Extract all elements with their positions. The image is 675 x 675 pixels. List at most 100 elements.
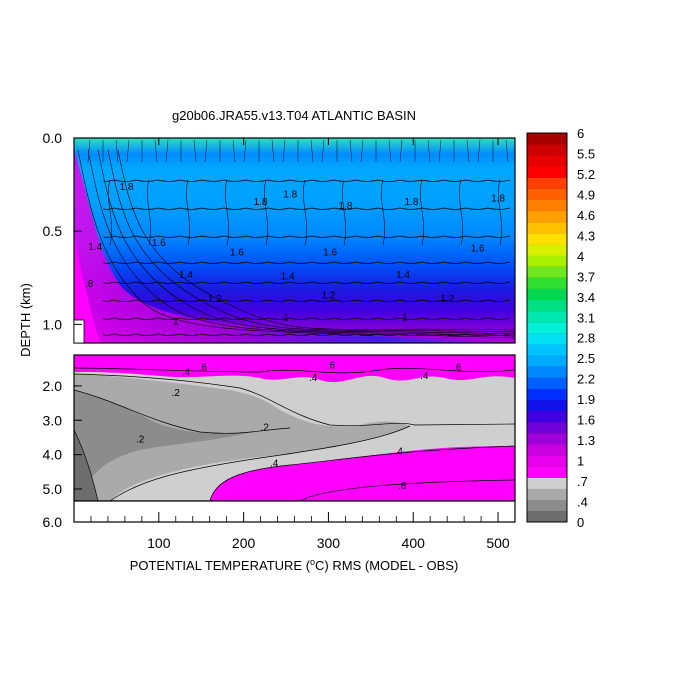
colorbar-label: 2.2 — [577, 372, 595, 387]
colorbar-swatch — [527, 310, 567, 323]
upper-contour-label: .8 — [85, 279, 94, 290]
colorbar-swatch — [527, 221, 567, 234]
colorbar-swatch — [527, 277, 567, 289]
upper-contour-line — [103, 207, 511, 210]
x-tick-label: 500 — [486, 535, 510, 551]
y-tick-label: 3.0 — [43, 412, 63, 428]
colorbar-swatch — [527, 355, 567, 367]
chart-title: g20b06.JRA55.v13.T04 ATLANTIC BASIN — [172, 108, 416, 123]
colorbar-label: 6 — [577, 126, 584, 141]
x-tick-label: 400 — [402, 535, 426, 551]
lower-contour-label: .4 — [395, 447, 404, 458]
colorbar-swatch — [527, 410, 567, 423]
surface-contour-line — [165, 139, 169, 163]
upper-contour-label: 1.4 — [281, 272, 295, 283]
colorbar-swatch — [527, 444, 567, 456]
surface-contour-line — [115, 139, 119, 163]
colorbar-swatch — [527, 255, 567, 267]
surface-contour-line — [243, 139, 247, 163]
lower-contour-label: .6 — [327, 361, 336, 372]
lower-panel: .4.6.6.4.4.6.2.2.2.4.4.6 — [74, 355, 515, 501]
lower-gray-darkest — [74, 430, 98, 501]
upper-panel-frame — [73, 137, 516, 344]
lower-magenta-top — [74, 355, 515, 383]
surface-contour-line — [193, 139, 197, 163]
upper-vertical-contour — [380, 179, 386, 246]
upper-contour-label: 1 — [402, 313, 408, 324]
colorbar-label: 1.3 — [577, 433, 595, 448]
colorbar-swatch — [527, 210, 567, 223]
colorbar-swatch — [527, 288, 567, 301]
surface-contour-line — [360, 139, 364, 163]
western-boundary-core — [74, 230, 100, 343]
colorbar-label: 4 — [577, 249, 584, 264]
colorbar-label: 1 — [577, 454, 584, 469]
y-tick-label: 5.0 — [43, 481, 63, 497]
boundary-contour-line — [107, 149, 515, 333]
surface-contour-line — [399, 139, 403, 163]
colorbar-swatch — [527, 244, 567, 256]
upper-contour-label: 1 — [173, 316, 179, 327]
lower-contour-label: .2 — [136, 435, 145, 446]
upper-contour-line — [103, 281, 511, 284]
upper-contour-label: 1.2 — [440, 294, 454, 305]
colorbar-label: 4.6 — [577, 208, 595, 223]
colorbar-swatch — [527, 399, 567, 412]
x-axis-label-degree: o — [310, 557, 315, 567]
upper-contour-line — [103, 299, 511, 302]
upper-panel-missing — [73, 319, 85, 344]
colorbar-label: 3.7 — [577, 269, 595, 284]
upper-vertical-contour — [263, 179, 269, 246]
surface-contour-line — [349, 139, 353, 163]
colorbar-swatch — [527, 199, 567, 212]
upper-contour-label: 1.6 — [323, 247, 337, 258]
y-tick-label: 6.0 — [43, 514, 63, 530]
upper-vertical-contour — [302, 179, 308, 246]
lower-contour-line — [209, 445, 515, 501]
colorbar-label: 5.5 — [577, 146, 595, 161]
colorbar-swatch — [527, 344, 567, 356]
surface-contour-line — [388, 139, 392, 163]
boundary-contour-line — [87, 149, 515, 337]
colorbar-swatch — [527, 488, 567, 501]
lower-gray-mid — [74, 374, 410, 501]
lower-contour-label: .4 — [309, 373, 318, 384]
colorbar-swatch — [527, 377, 567, 389]
colorbar-label: 2.5 — [577, 351, 595, 366]
upper-contour-line — [103, 317, 511, 320]
lower-gray-dark — [74, 390, 250, 501]
western-boundary-layer — [74, 150, 515, 343]
colorbar-label: 4.3 — [577, 228, 595, 243]
surface-contour-line — [505, 139, 509, 163]
upper-vertical-contour — [497, 179, 503, 246]
surface-contour-line — [87, 139, 91, 163]
upper-contour-label: 1.8 — [254, 197, 268, 208]
surface-contour-line — [204, 139, 208, 163]
y-axis-label: DEPTH (km) — [18, 283, 33, 357]
surface-contour-line — [126, 139, 130, 163]
colorbar-label: 0 — [577, 515, 584, 530]
colorbar-label: 3.1 — [577, 310, 595, 325]
colorbar-swatch — [527, 366, 567, 378]
lower-contour-label: .4 — [182, 368, 191, 379]
upper-contour-label: 1.8 — [405, 197, 419, 208]
colorbar-swatch — [527, 499, 567, 512]
colorbar-swatch — [527, 321, 567, 334]
surface-contour-line — [154, 139, 158, 163]
x-axis-label-suffix: C) RMS (MODEL - OBS) — [315, 558, 458, 573]
upper-vertical-contour — [185, 179, 191, 246]
boundary-contour-line — [117, 149, 515, 331]
lower-contour-label: .2 — [261, 423, 270, 434]
colorbar-swatch — [527, 144, 567, 156]
surface-contour-line — [232, 139, 236, 163]
x-axis-label-prefix: POTENTIAL TEMPERATURE ( — [130, 558, 311, 573]
upper-vertical-contour — [224, 179, 230, 246]
lower-contour-line — [74, 429, 99, 501]
lower-contour-label: .2 — [172, 388, 181, 399]
lower-contour-label: .4 — [420, 371, 429, 382]
surface-layer — [74, 138, 515, 170]
y-tick-label: 1.0 — [43, 316, 63, 332]
x-tick-label: 300 — [317, 535, 341, 551]
colorbar-label: 4.9 — [577, 187, 595, 202]
